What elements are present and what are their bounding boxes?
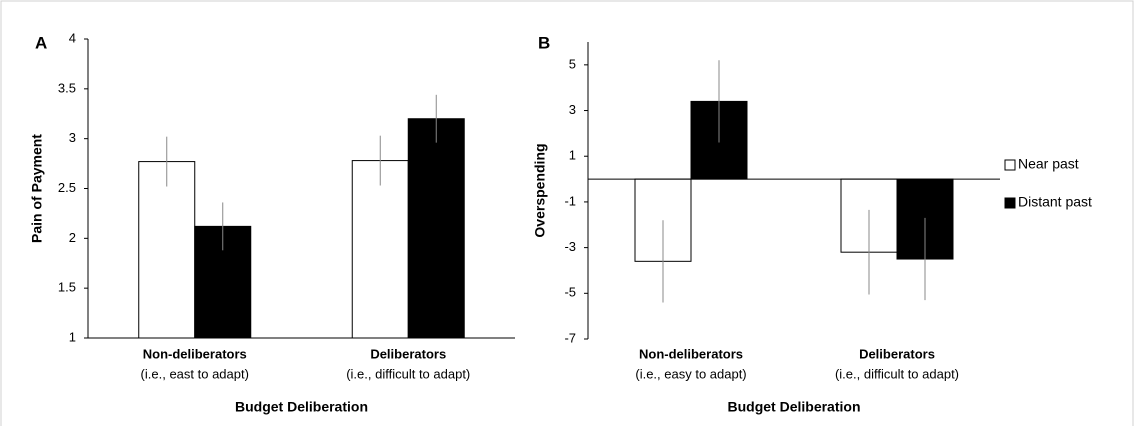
- x-tick-label: Non-deliberators: [639, 346, 743, 361]
- y-tick-label: 2: [69, 230, 76, 245]
- bar: [407, 118, 465, 339]
- y-axis-title: Overspending: [532, 143, 548, 237]
- legend-swatch: [1004, 197, 1016, 209]
- x-axis-title: Budget Deliberation: [727, 399, 860, 415]
- y-tick-label: -1: [564, 193, 576, 208]
- x-tick-label: Deliberators: [859, 346, 935, 361]
- y-tick-label: 1.5: [58, 280, 76, 295]
- legend-swatch: [1004, 159, 1016, 171]
- panel-label: B: [538, 33, 550, 52]
- x-tick-note: (i.e., difficult to adapt): [346, 366, 470, 381]
- y-tick-label: 3.5: [58, 80, 76, 95]
- x-tick-note: (i.e., east to adapt): [141, 366, 249, 381]
- y-tick-label: -5: [564, 285, 576, 300]
- y-tick-label: -7: [564, 330, 576, 345]
- x-tick-note: (i.e., difficult to adapt): [835, 366, 959, 381]
- legend-label: Distant past: [1018, 194, 1092, 210]
- x-tick-label: Non-deliberators: [143, 346, 247, 361]
- y-tick-label: 3: [569, 102, 576, 117]
- y-tick-label: 2.5: [58, 180, 76, 195]
- y-tick-label: 3: [69, 130, 76, 145]
- y-tick-label: 1: [569, 148, 576, 163]
- bar: [351, 160, 409, 339]
- panel-label: A: [35, 33, 47, 52]
- bar: [138, 161, 196, 339]
- y-tick-label: 5: [569, 56, 576, 71]
- y-tick-label: 1: [69, 329, 76, 344]
- y-axis-title: Pain of Payment: [29, 134, 45, 243]
- x-tick-label: Deliberators: [370, 346, 446, 361]
- x-tick-note: (i.e., easy to adapt): [635, 366, 746, 381]
- y-tick-label: -3: [564, 239, 576, 254]
- legend-label: Near past: [1018, 156, 1079, 172]
- x-axis-title: Budget Deliberation: [235, 399, 368, 415]
- y-tick-label: 4: [69, 30, 76, 45]
